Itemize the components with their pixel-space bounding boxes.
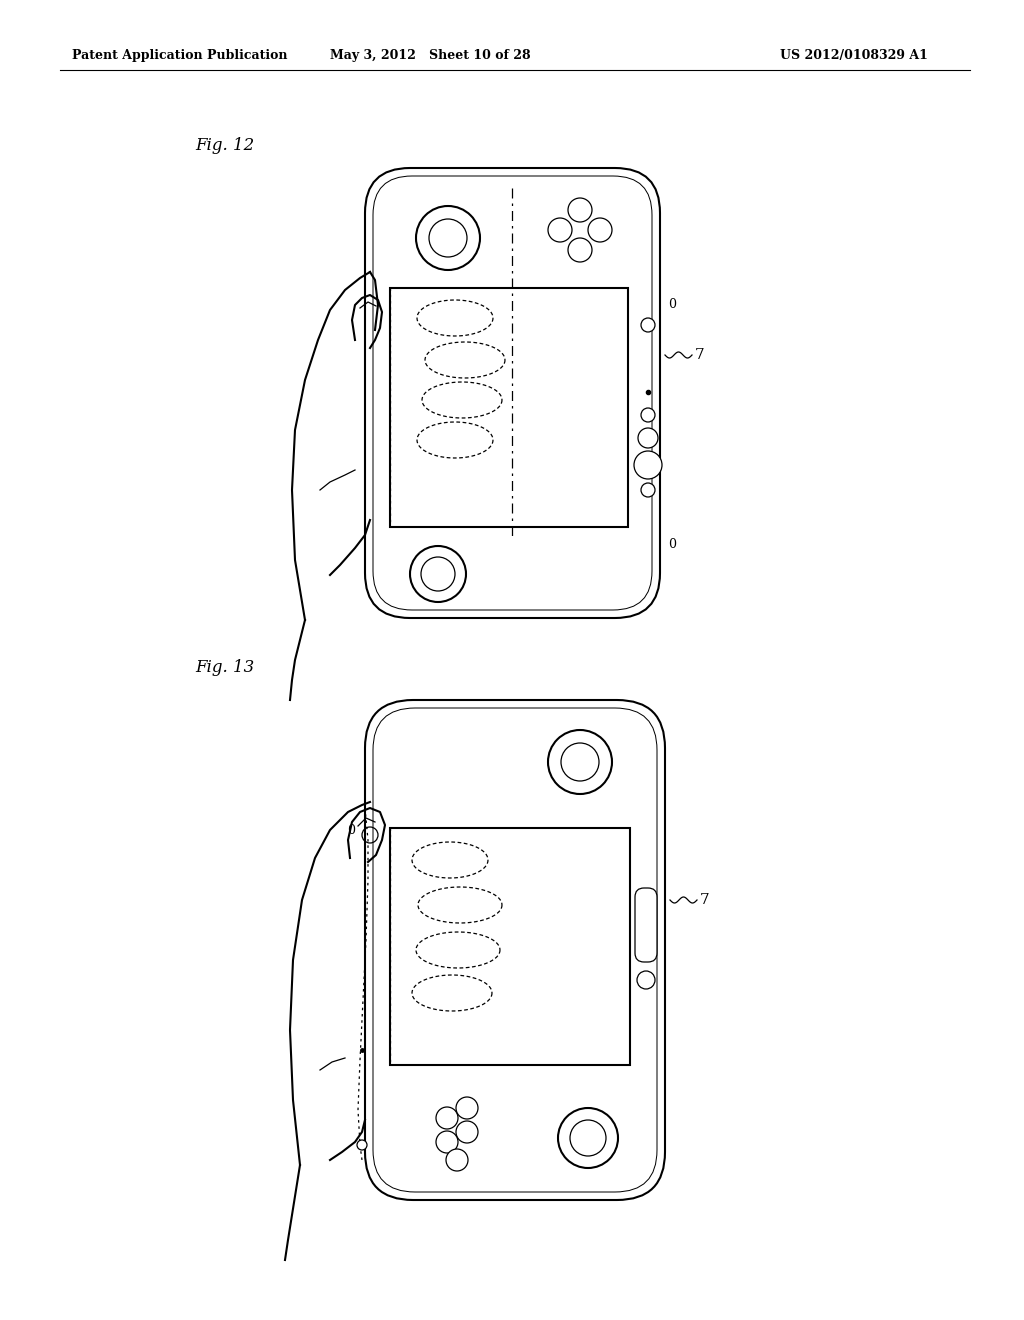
Circle shape	[548, 730, 612, 795]
Circle shape	[637, 972, 655, 989]
Circle shape	[357, 1140, 367, 1150]
FancyBboxPatch shape	[635, 888, 657, 962]
Circle shape	[456, 1121, 478, 1143]
Text: 0: 0	[668, 298, 676, 312]
Circle shape	[558, 1107, 618, 1168]
Circle shape	[568, 198, 592, 222]
Circle shape	[421, 557, 455, 591]
Text: 0: 0	[347, 824, 355, 837]
Circle shape	[634, 451, 662, 479]
Bar	[390, 828, 630, 1065]
Text: Fig. 12: Fig. 12	[195, 136, 254, 153]
Text: Fig. 13: Fig. 13	[195, 660, 254, 676]
Circle shape	[568, 238, 592, 261]
Circle shape	[561, 743, 599, 781]
Text: 0: 0	[668, 539, 676, 552]
Bar	[534, 554, 547, 594]
Circle shape	[446, 1148, 468, 1171]
Circle shape	[456, 1097, 478, 1119]
FancyBboxPatch shape	[365, 700, 665, 1200]
Text: 7: 7	[700, 894, 710, 907]
Bar	[449, 748, 462, 792]
Bar	[520, 568, 560, 581]
Circle shape	[570, 1119, 606, 1156]
Circle shape	[638, 428, 658, 447]
Text: May 3, 2012   Sheet 10 of 28: May 3, 2012 Sheet 10 of 28	[330, 49, 530, 62]
Circle shape	[429, 219, 467, 257]
Circle shape	[436, 1107, 458, 1129]
Circle shape	[548, 218, 572, 242]
Text: US 2012/0108329 A1: US 2012/0108329 A1	[780, 49, 928, 62]
Text: Patent Application Publication: Patent Application Publication	[72, 49, 288, 62]
Circle shape	[641, 318, 655, 333]
Circle shape	[641, 483, 655, 498]
Circle shape	[436, 1131, 458, 1152]
Circle shape	[410, 546, 466, 602]
Circle shape	[416, 206, 480, 271]
Bar	[390, 288, 628, 527]
Circle shape	[588, 218, 612, 242]
Circle shape	[641, 408, 655, 422]
FancyBboxPatch shape	[365, 168, 660, 618]
Bar	[433, 763, 477, 777]
Text: 7: 7	[695, 348, 705, 362]
